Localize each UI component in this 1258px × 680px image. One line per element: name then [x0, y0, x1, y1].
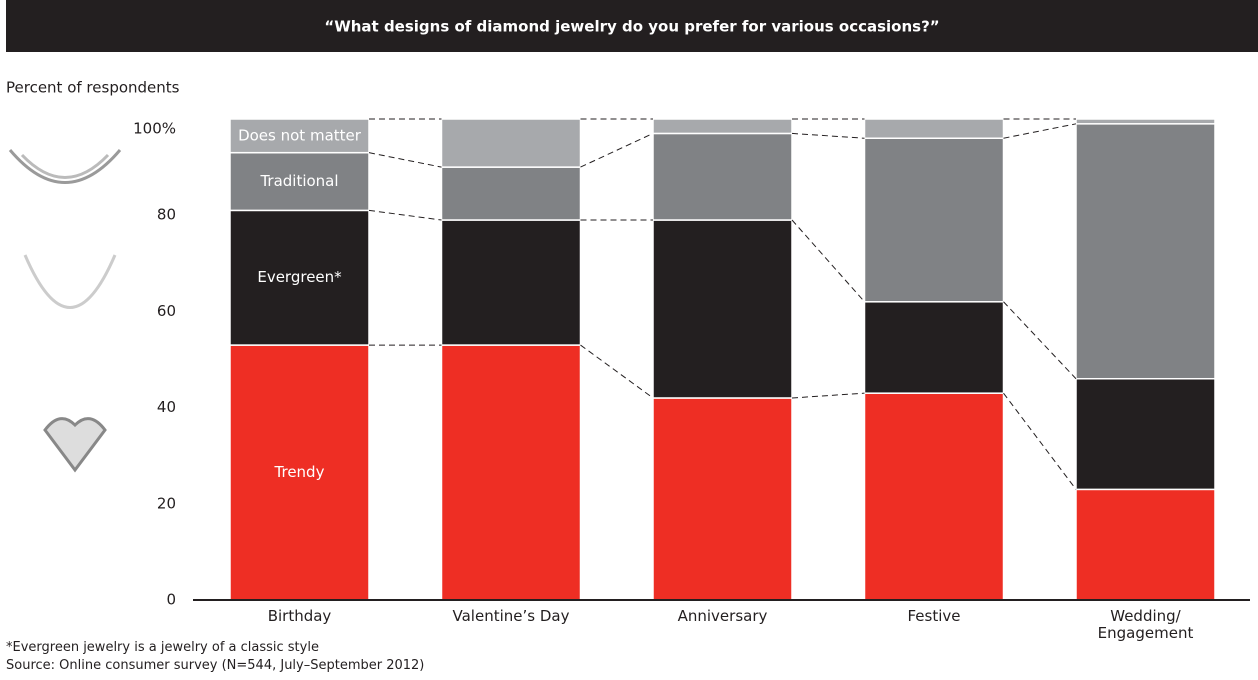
source: Source: Online consumer survey (N=544, J… — [6, 658, 425, 673]
segment-label: Trendy — [274, 463, 325, 481]
x-tick-label: Festive — [907, 607, 961, 625]
bar-segment — [652, 118, 793, 135]
connector — [580, 344, 654, 399]
axis-title: Percent of respondents — [6, 79, 180, 97]
y-tick-label: 80 — [157, 206, 176, 224]
y-tick-label: 60 — [157, 302, 176, 320]
necklace-icon — [20, 153, 110, 179]
necklace-icon — [23, 254, 117, 309]
connector — [1003, 392, 1077, 490]
header-band — [6, 0, 1258, 52]
connector — [368, 209, 442, 221]
segment-label: Does not matter — [238, 126, 362, 144]
y-tick-label: 40 — [157, 398, 176, 416]
bar-segment — [229, 344, 370, 601]
bar-segment — [440, 344, 582, 601]
connector — [368, 152, 442, 168]
bar-segment — [1075, 123, 1216, 380]
bar-segment — [440, 166, 582, 221]
x-tick-label: Birthday — [267, 607, 332, 625]
bar-segment — [440, 219, 582, 346]
segment-label: Evergreen* — [257, 268, 342, 286]
connector — [791, 219, 865, 303]
bar-segment — [863, 392, 1005, 601]
bar-segment — [1075, 377, 1216, 491]
bar-segment — [652, 397, 793, 601]
bar-segment — [440, 118, 582, 168]
necklace-icon — [8, 149, 122, 184]
connector — [580, 132, 654, 168]
bar-segment — [863, 118, 1005, 139]
segment-label: Traditional — [259, 172, 338, 190]
chart-title: “What designs of diamond jewelry do you … — [324, 18, 939, 36]
x-tick-label: Anniversary — [677, 607, 768, 625]
connector — [1003, 123, 1077, 139]
x-tick-label: Wedding/ Engagement — [1097, 607, 1194, 642]
y-tick-label: 100% — [133, 120, 176, 138]
connector — [791, 132, 865, 139]
bar-segment — [863, 137, 1005, 303]
connector — [791, 392, 865, 399]
bar-segment — [229, 118, 370, 154]
bar-segment — [863, 301, 1005, 394]
footnote: *Evergreen jewelry is a jewelry of a cla… — [6, 640, 319, 655]
y-tick-label: 0 — [166, 591, 176, 609]
x-tick-label: Valentine’s Day — [452, 607, 570, 625]
bar-segment — [652, 132, 793, 221]
connector — [1003, 301, 1077, 380]
bar-segment — [229, 209, 370, 346]
bar-segment — [1075, 488, 1216, 601]
y-tick-label: 20 — [157, 494, 176, 512]
bar-segment — [652, 219, 793, 399]
jewelry-icons — [8, 149, 122, 473]
bar-segment — [1075, 118, 1216, 125]
pendant-icon — [43, 417, 107, 473]
